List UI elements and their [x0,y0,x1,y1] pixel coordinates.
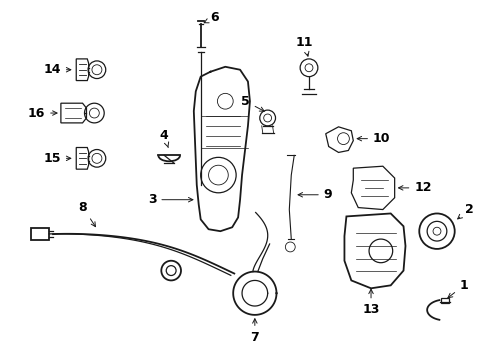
Text: 8: 8 [78,201,96,227]
Text: 10: 10 [357,132,391,145]
Text: 2: 2 [458,203,473,219]
Text: 13: 13 [362,289,380,316]
Text: 4: 4 [160,129,169,148]
Text: 16: 16 [28,107,57,120]
Text: 3: 3 [148,193,193,206]
Text: 7: 7 [250,319,259,344]
Text: 15: 15 [44,152,71,165]
Text: 11: 11 [295,36,313,56]
Text: 9: 9 [298,188,332,201]
Text: 12: 12 [398,181,432,194]
Text: 14: 14 [44,63,71,76]
Text: 1: 1 [448,279,468,298]
Text: 5: 5 [241,95,264,111]
Text: 6: 6 [204,11,219,24]
